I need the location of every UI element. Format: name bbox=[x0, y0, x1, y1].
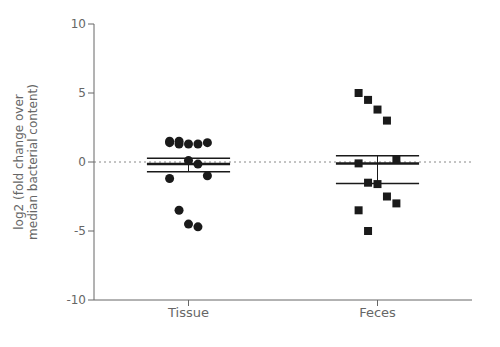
svg-text:10: 10 bbox=[71, 17, 86, 31]
svg-text:5: 5 bbox=[78, 86, 86, 100]
svg-text:-10: -10 bbox=[66, 293, 86, 307]
svg-text:-5: -5 bbox=[74, 224, 86, 238]
svg-text:log2 (fold change overmedian b: log2 (fold change overmedian bacterial c… bbox=[12, 84, 40, 240]
svg-text:0: 0 bbox=[78, 155, 86, 169]
svg-text:Feces: Feces bbox=[359, 305, 396, 320]
svg-text:Tissue: Tissue bbox=[167, 305, 209, 320]
